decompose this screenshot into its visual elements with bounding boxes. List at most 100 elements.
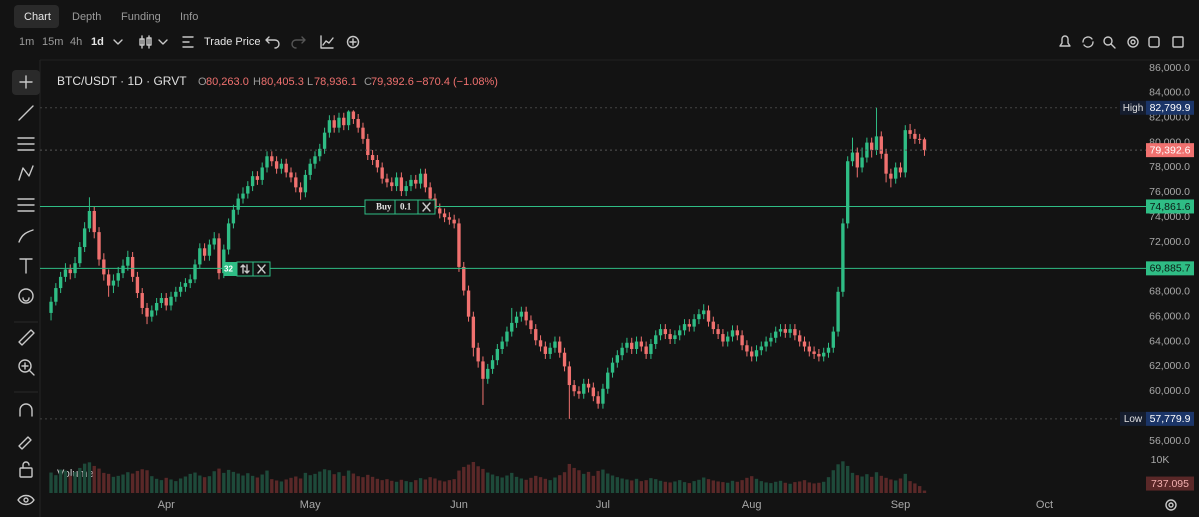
volume-bar bbox=[730, 480, 735, 493]
indicators-icon[interactable] bbox=[320, 35, 334, 49]
candle-body bbox=[783, 329, 787, 333]
volume-bar bbox=[452, 479, 456, 493]
order-widget[interactable]: Buy 0.1 bbox=[364, 199, 436, 215]
candle-body bbox=[63, 269, 68, 277]
price-source[interactable]: Trade Price bbox=[204, 36, 260, 48]
order-cancel[interactable] bbox=[422, 202, 431, 212]
volume-bar bbox=[788, 483, 792, 493]
candle-body bbox=[385, 178, 389, 183]
dropdown-icon[interactable] bbox=[113, 39, 123, 45]
candle-body bbox=[510, 322, 514, 332]
volume-bar bbox=[855, 475, 859, 493]
volume-bar bbox=[337, 472, 341, 493]
tab[interactable]: Info bbox=[180, 11, 198, 23]
volume-bar bbox=[682, 482, 687, 493]
volume-bar bbox=[87, 462, 92, 493]
volume-bar bbox=[279, 481, 284, 493]
top-right-tools[interactable] bbox=[1059, 35, 1184, 49]
price-source-icon[interactable] bbox=[182, 36, 194, 48]
volume-bar bbox=[116, 475, 120, 493]
candle-body bbox=[505, 331, 509, 342]
undo-icon[interactable] bbox=[265, 36, 280, 49]
volume-bar bbox=[78, 467, 82, 493]
x-tick-label: Jun bbox=[450, 499, 468, 511]
volume-bar bbox=[764, 482, 768, 493]
volume-bar bbox=[178, 478, 183, 493]
candle-body bbox=[634, 341, 639, 349]
candle-body bbox=[260, 167, 264, 180]
candle-body bbox=[318, 148, 322, 157]
tab[interactable]: Funding bbox=[121, 11, 161, 23]
add-icon[interactable] bbox=[346, 35, 360, 49]
volume-bar bbox=[135, 470, 140, 493]
candle-body bbox=[716, 329, 720, 335]
volume-bar bbox=[121, 474, 125, 493]
candle-body bbox=[58, 276, 63, 289]
interval[interactable]: 4h bbox=[70, 36, 82, 48]
candle-body bbox=[500, 341, 504, 349]
candle-body bbox=[668, 334, 672, 340]
interval[interactable]: 1d bbox=[91, 36, 104, 48]
candle-body bbox=[111, 280, 116, 286]
candle-body bbox=[860, 157, 864, 168]
volume-bar bbox=[226, 469, 231, 493]
volume-bar bbox=[351, 473, 356, 493]
extreme-value: 82,799.9 bbox=[1150, 102, 1191, 114]
candle-body bbox=[294, 177, 298, 188]
volume-bar bbox=[394, 481, 399, 493]
volume-bar bbox=[922, 490, 927, 493]
volume-bar bbox=[356, 476, 360, 493]
volume-bar bbox=[644, 480, 648, 493]
legend-value: 80,405.3 bbox=[261, 76, 304, 88]
candle-body bbox=[164, 298, 168, 306]
candle-body bbox=[279, 163, 284, 169]
volume-bar bbox=[447, 480, 452, 493]
volume-bar bbox=[610, 475, 615, 493]
y-tick-label: 62,000.0 bbox=[1149, 360, 1190, 372]
volume-bar bbox=[543, 478, 548, 493]
settings-icon[interactable] bbox=[1165, 499, 1177, 511]
volume-bar bbox=[783, 482, 787, 493]
volume-bar bbox=[874, 472, 879, 493]
volume-bar bbox=[697, 479, 701, 493]
volume-bar bbox=[903, 473, 907, 493]
candle-body bbox=[490, 360, 495, 369]
candle-body bbox=[524, 311, 528, 321]
order-cancel[interactable] bbox=[257, 264, 266, 274]
volume-bar bbox=[606, 473, 610, 493]
candle-body bbox=[418, 173, 423, 184]
candle-body bbox=[514, 316, 519, 323]
volume-bar bbox=[663, 481, 668, 493]
candle-body bbox=[174, 291, 178, 297]
volume-bar bbox=[476, 466, 480, 493]
volume-bar bbox=[884, 477, 888, 493]
candle-type-icon[interactable] bbox=[139, 35, 152, 49]
order-reverse[interactable] bbox=[240, 264, 250, 274]
extreme-tag-box bbox=[1120, 100, 1146, 115]
candle-body bbox=[438, 208, 442, 214]
candle-body bbox=[831, 331, 835, 348]
candle-body bbox=[793, 329, 797, 336]
candle-body bbox=[682, 324, 687, 331]
volume-bar bbox=[250, 475, 255, 493]
volume-bar bbox=[126, 472, 130, 493]
tab[interactable]: Chart bbox=[24, 11, 51, 23]
candle-body bbox=[610, 362, 615, 373]
volume-bar bbox=[97, 468, 101, 493]
order-widget[interactable]: 32 bbox=[224, 261, 271, 277]
volume-bar bbox=[164, 477, 168, 493]
candle-body bbox=[855, 152, 859, 168]
volume-bar bbox=[202, 477, 207, 493]
redo-icon[interactable] bbox=[291, 36, 306, 49]
candle-body bbox=[711, 321, 715, 330]
drawing-tools[interactable] bbox=[17, 75, 35, 506]
interval[interactable]: 1m bbox=[19, 36, 34, 48]
interval[interactable]: 15m bbox=[42, 36, 63, 48]
dropdown-icon[interactable] bbox=[158, 39, 168, 45]
volume-bar bbox=[442, 481, 447, 493]
volume-bar bbox=[735, 481, 739, 493]
candle-body bbox=[145, 307, 149, 317]
candle-body bbox=[250, 176, 255, 187]
tab[interactable]: Depth bbox=[72, 11, 101, 23]
